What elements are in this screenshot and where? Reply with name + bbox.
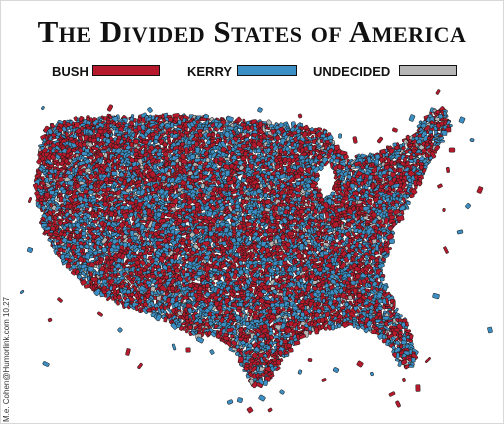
- map-confetti-piece: [177, 119, 183, 125]
- map-confetti-piece: [439, 139, 445, 143]
- map-confetti-piece: [316, 193, 323, 198]
- map-confetti-piece: [213, 127, 219, 132]
- legend: BUSH KERRY UNDECIDED: [0, 62, 504, 82]
- map-confetti-piece: [189, 154, 196, 160]
- map-confetti-piece: [295, 161, 300, 166]
- map-confetti-piece: [236, 171, 244, 175]
- map-confetti-piece: [231, 213, 238, 217]
- map-confetti-piece: [174, 267, 180, 273]
- cartoon-title: The Divided States of America: [37, 14, 467, 49]
- map-confetti-piece: [142, 254, 148, 259]
- legend-swatch-kerry: [237, 65, 297, 76]
- map-confetti-piece: [437, 128, 441, 132]
- map-confetti-piece: [388, 238, 395, 244]
- map-confetti-piece: [84, 207, 90, 211]
- map-confetti-piece: [219, 126, 224, 132]
- map-confetti-piece: [155, 126, 162, 132]
- map-confetti-piece: [312, 258, 318, 263]
- map-confetti-piece: [270, 196, 274, 202]
- map-confetti-piece: [429, 120, 435, 125]
- map-confetti-piece: [236, 155, 241, 160]
- map-confetti-piece: [435, 110, 441, 115]
- map-confetti-piece: [66, 126, 71, 130]
- map-confetti-piece: [339, 202, 345, 208]
- legend-label-undecided: UNDECIDED: [313, 64, 391, 79]
- map-confetti-piece: [192, 238, 197, 244]
- map-confetti-piece: [81, 235, 87, 239]
- map-confetti-piece: [96, 136, 100, 142]
- map-confetti-piece: [111, 171, 118, 177]
- map-confetti-piece: [115, 164, 120, 171]
- map-confetti-piece: [79, 219, 85, 223]
- map-confetti-piece: [310, 130, 317, 135]
- map-confetti-piece: [101, 246, 108, 253]
- map-confetti-piece: [81, 248, 86, 253]
- map-confetti-piece: [139, 236, 144, 241]
- map-confetti-piece: [240, 178, 246, 183]
- map-confetti-piece: [250, 197, 258, 201]
- map-confetti-piece: [340, 233, 345, 238]
- map-confetti-piece: [184, 147, 189, 155]
- map-confetti-piece: [112, 184, 116, 189]
- map-confetti-piece: [434, 116, 441, 122]
- map-confetti-piece: [384, 148, 388, 153]
- map-confetti-piece: [316, 231, 322, 237]
- map-confetti-piece: [129, 180, 133, 186]
- legend-label-bush: BUSH: [52, 64, 89, 79]
- map-confetti-piece: [340, 165, 345, 170]
- map-confetti-piece: [408, 145, 413, 149]
- map-confetti-piece: [98, 122, 105, 128]
- map-confetti-piece: [294, 173, 301, 180]
- map-confetti-piece: [191, 126, 197, 132]
- map-confetti-piece: [360, 165, 366, 170]
- map-confetti-piece: [307, 152, 311, 157]
- map-confetti-piece: [145, 116, 152, 122]
- legend-label-kerry: KERRY: [187, 64, 233, 79]
- map-confetti-piece: [105, 167, 110, 173]
- map-confetti-piece: [124, 267, 130, 272]
- map-confetti-piece: [133, 232, 138, 236]
- map-confetti-piece: [81, 231, 87, 237]
- map-confetti-piece: [319, 138, 324, 144]
- map-confetti-piece: [92, 128, 96, 134]
- map-confetti-piece: [373, 251, 380, 255]
- map-confetti-piece: [107, 147, 111, 152]
- map-confetti-piece: [74, 122, 80, 128]
- map-confetti-piece: [55, 184, 59, 190]
- map-confetti-piece: [283, 161, 287, 166]
- map-confetti-piece: [96, 183, 101, 189]
- map-confetti-piece: [396, 215, 405, 222]
- map-confetti-piece: [335, 261, 339, 266]
- legend-swatch-bush: [92, 65, 160, 76]
- map-confetti-piece: [51, 209, 56, 214]
- map-confetti-piece: [340, 177, 345, 182]
- map-confetti-piece: [67, 161, 71, 166]
- map-confetti-piece: [317, 206, 321, 212]
- map-confetti-piece: [346, 221, 352, 228]
- map-confetti-piece: [99, 118, 103, 121]
- map-confetti-piece: [449, 124, 453, 128]
- map-confetti-piece: [443, 114, 448, 118]
- map-confetti-piece: [199, 117, 207, 122]
- map-confetti-piece: [414, 152, 422, 156]
- map-confetti-piece: [214, 237, 219, 244]
- map-confetti-piece: [164, 130, 169, 135]
- map-confetti-piece: [319, 238, 324, 243]
- map-confetti-piece: [48, 173, 53, 179]
- map-confetti-piece: [435, 122, 442, 129]
- legend-swatch-undecided: [399, 65, 457, 76]
- map-confetti-piece: [226, 115, 234, 123]
- map-confetti-piece: [228, 249, 233, 254]
- map-confetti-piece: [356, 178, 362, 183]
- map-confetti-piece: [274, 238, 278, 245]
- map-confetti-piece: [197, 177, 203, 181]
